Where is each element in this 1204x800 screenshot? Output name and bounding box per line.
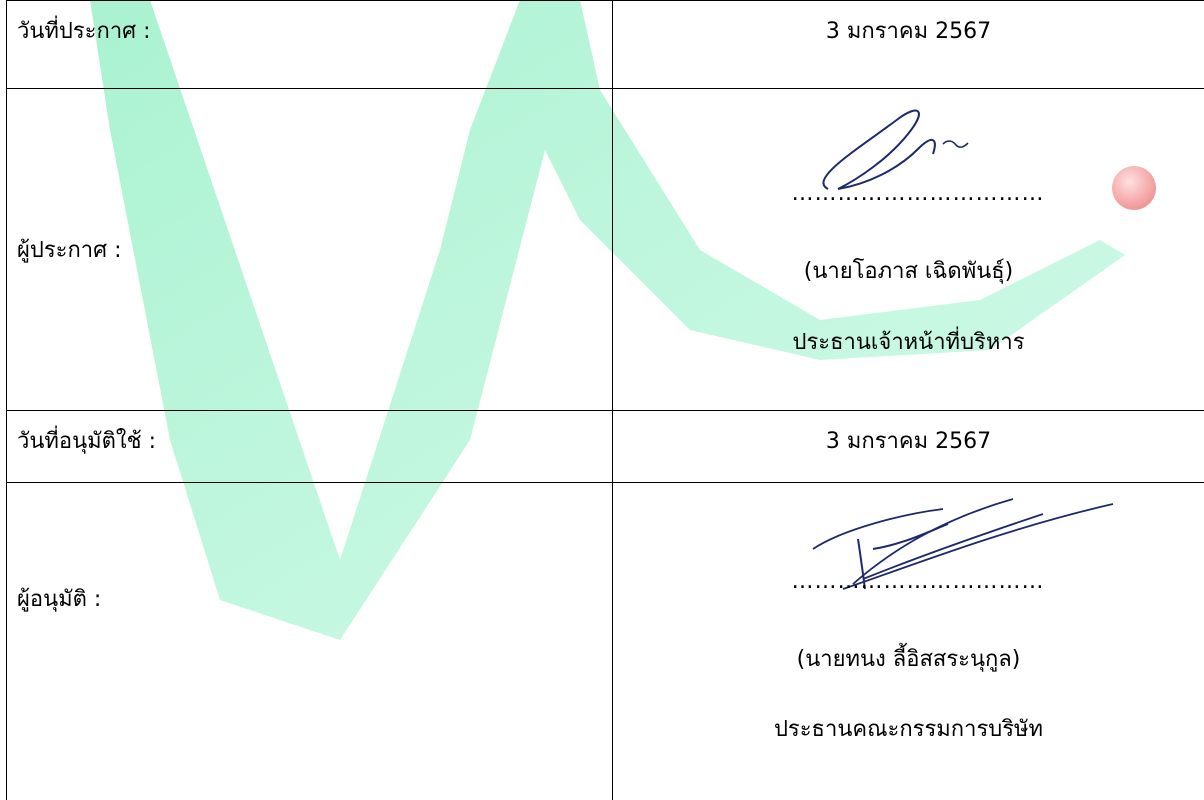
row-approver: ผู้อนุมัติ : …………………………… (นายทนง ลี้อิสส… bbox=[7, 483, 1204, 800]
announcement-table: วันที่ประกาศ : 3 มกราคม 2567 ผู้ประกาศ :… bbox=[6, 0, 1204, 800]
row-announcer: ผู้ประกาศ : …………………………… (นายโอภาส เฉิดพั… bbox=[7, 89, 1204, 411]
cell-approver-signature: …………………………… (นายทนง ลี้อิสสระนุกูล) ประธ… bbox=[613, 483, 1204, 800]
approver-label: ผู้อนุมัติ : bbox=[7, 483, 612, 713]
row-approve-date: วันที่อนุมัติใช้ : 3 มกราคม 2567 bbox=[7, 411, 1204, 483]
announcer-signature-line: …………………………… bbox=[778, 181, 1058, 206]
cell-approver-label: ผู้อนุมัติ : bbox=[7, 483, 613, 800]
announce-date-value: 3 มกราคม 2567 bbox=[613, 1, 1204, 48]
cell-approve-date-label: วันที่อนุมัติใช้ : bbox=[7, 411, 613, 483]
approver-signature-line: …………………………… bbox=[778, 569, 1058, 594]
approver-sign-block: …………………………… (นายทนง ลี้อิสสระนุกูล) ประธ… bbox=[613, 483, 1204, 800]
approve-date-value: 3 มกราคม 2567 bbox=[613, 411, 1204, 458]
announcer-sign-block: …………………………… (นายโอภาส เฉิดพันธุ์) ประธาน… bbox=[613, 89, 1204, 410]
announcer-name: (นายโอภาส เฉิดพันธุ์) bbox=[613, 253, 1204, 288]
cell-announcer-signature: …………………………… (นายโอภาส เฉิดพันธุ์) ประธาน… bbox=[613, 89, 1204, 411]
approver-position: ประธานคณะกรรมการบริษัท bbox=[613, 711, 1204, 746]
announce-date-label: วันที่ประกาศ : bbox=[7, 1, 612, 48]
approver-name: (นายทนง ลี้อิสสระนุกูล) bbox=[613, 641, 1204, 676]
approve-date-label: วันที่อนุมัติใช้ : bbox=[7, 411, 612, 458]
cell-announce-date-value: 3 มกราคม 2567 bbox=[613, 1, 1204, 89]
announcer-position: ประธานเจ้าหน้าที่บริหาร bbox=[613, 324, 1204, 359]
cell-approve-date-value: 3 มกราคม 2567 bbox=[613, 411, 1204, 483]
cell-announcer-label: ผู้ประกาศ : bbox=[7, 89, 613, 411]
announcer-label: ผู้ประกาศ : bbox=[7, 89, 612, 410]
row-announce-date: วันที่ประกาศ : 3 มกราคม 2567 bbox=[7, 1, 1204, 89]
cell-announce-date-label: วันที่ประกาศ : bbox=[7, 1, 613, 89]
